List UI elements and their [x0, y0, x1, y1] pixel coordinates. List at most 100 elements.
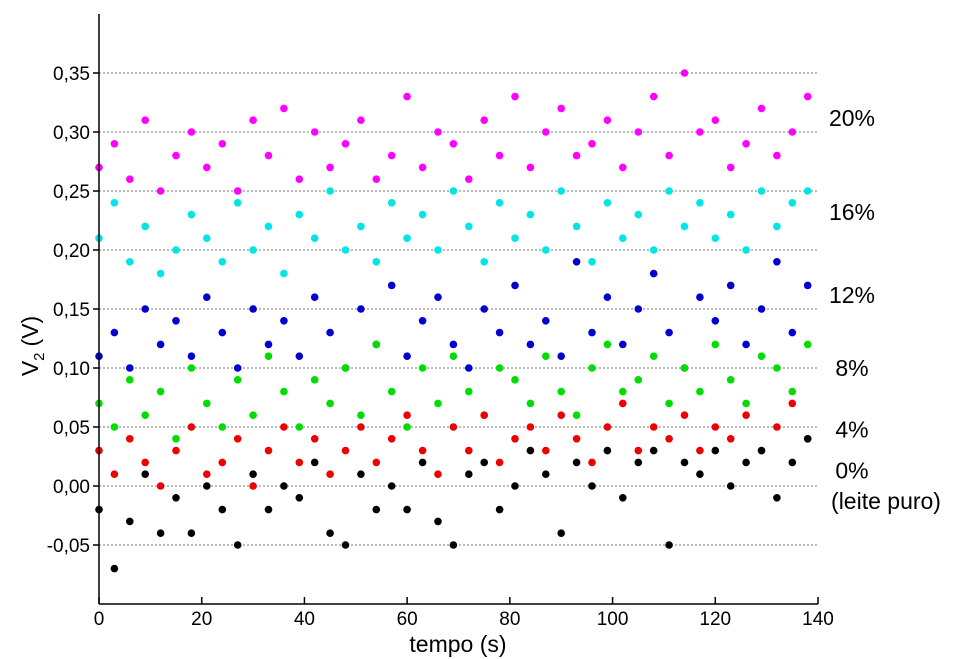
- data-point: [310, 376, 319, 384]
- data-point: [511, 281, 519, 290]
- data-point: [696, 293, 704, 302]
- x-tick-label: 120: [699, 609, 731, 630]
- data-point: [357, 411, 365, 420]
- data-point: [418, 458, 427, 467]
- data-point: [264, 505, 273, 514]
- data-point: [110, 564, 119, 573]
- y-axis-title-subscript: 2: [31, 352, 48, 360]
- data-point: [295, 210, 304, 219]
- data-point: [788, 328, 797, 337]
- data-point: [665, 187, 673, 195]
- data-point: [526, 340, 535, 349]
- data-point: [434, 470, 442, 479]
- data-point: [249, 482, 257, 490]
- data-point: [711, 446, 720, 455]
- data-point: [233, 376, 242, 384]
- data-point: [233, 364, 242, 372]
- data-point: [141, 305, 149, 313]
- data-point: [603, 423, 612, 431]
- data-point: [418, 364, 427, 372]
- data-point: [233, 199, 242, 207]
- data-point: [757, 187, 766, 195]
- data-point: [495, 328, 504, 337]
- tick-labels: -0,05 0,00 0,05 0,10 0,15 0,20 0,25 0,30 0,35 0 20…: [47, 64, 834, 630]
- data-point: [141, 470, 149, 479]
- data-point: [803, 92, 812, 101]
- series-label: 20%: [829, 105, 875, 131]
- y-tick-label: 0,25: [53, 182, 90, 203]
- data-point: [619, 163, 627, 172]
- data-point: [203, 470, 211, 479]
- data-point: [403, 411, 411, 420]
- x-tick-label: 20: [191, 609, 212, 630]
- series-label: 4%: [835, 416, 868, 442]
- data-point: [757, 104, 766, 113]
- data-point: [665, 541, 673, 549]
- data-point: [726, 163, 735, 172]
- data-point: [110, 140, 119, 148]
- data-point: [711, 116, 720, 124]
- data-point: [156, 387, 165, 396]
- data-point: [172, 317, 180, 325]
- data-point: [588, 364, 596, 372]
- data-point: [341, 246, 350, 254]
- data-point: [310, 234, 319, 242]
- data-point: [110, 328, 119, 337]
- data-point: [341, 140, 350, 148]
- data-point: [773, 258, 781, 266]
- data-point: [418, 446, 427, 455]
- data-point: [434, 293, 442, 302]
- data-point: [387, 435, 396, 443]
- data-point: [387, 199, 396, 207]
- data-point: [233, 435, 242, 443]
- x-tick-label: 80: [499, 609, 520, 630]
- data-point: [218, 328, 227, 337]
- data-point: [742, 458, 750, 467]
- data-point: [773, 423, 781, 431]
- data-point: [465, 470, 473, 479]
- data-point: [773, 151, 781, 160]
- data-point: [295, 175, 304, 183]
- data-point: [141, 222, 149, 231]
- data-point: [372, 340, 381, 349]
- data-point: [788, 387, 797, 396]
- data-point: [418, 210, 427, 219]
- data-point: [757, 352, 766, 361]
- data-point: [310, 458, 319, 467]
- series-labels: 20% 16% 12% 8% 4% 0%: [829, 105, 875, 484]
- data-point: [726, 210, 735, 219]
- data-point: [264, 340, 273, 349]
- y-axis-title-unit: (V): [17, 316, 43, 347]
- data-point: [696, 446, 704, 455]
- data-point: [449, 187, 458, 195]
- data-point: [495, 505, 504, 514]
- data-point: [341, 364, 350, 372]
- data-point: [480, 458, 489, 467]
- data-point: [634, 305, 643, 313]
- data-point: [773, 222, 781, 231]
- data-point: [465, 222, 473, 231]
- data-point: [803, 340, 812, 349]
- data-point: [156, 340, 165, 349]
- data-point: [264, 352, 273, 361]
- data-point: [187, 529, 196, 537]
- data-point: [126, 435, 134, 443]
- data-point: [403, 352, 411, 361]
- data-point: [326, 328, 334, 337]
- data-point: [742, 411, 750, 420]
- data-point: [187, 364, 196, 372]
- data-point: [619, 234, 627, 242]
- data-point: [526, 446, 535, 455]
- data-point: [649, 423, 658, 431]
- data-point: [449, 541, 458, 549]
- axes: [93, 14, 819, 605]
- data-point: [603, 340, 612, 349]
- data-point: [110, 470, 119, 479]
- data-point: [572, 258, 581, 266]
- data-point: [680, 411, 689, 420]
- data-point: [588, 258, 596, 266]
- data-point: [711, 317, 720, 325]
- data-point: [649, 446, 658, 455]
- data-point: [619, 494, 627, 502]
- data-point: [156, 187, 165, 195]
